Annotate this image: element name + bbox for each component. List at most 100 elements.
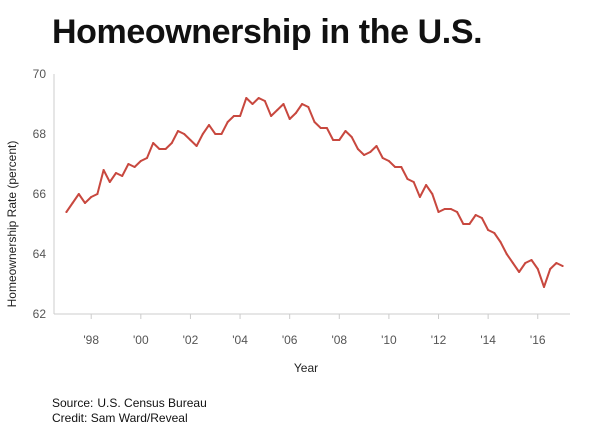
credit-line: Credit: Sam Ward/Reveal <box>52 411 207 426</box>
data-point <box>499 241 502 243</box>
x-tick-label: '98 <box>83 333 99 347</box>
data-point <box>505 253 508 255</box>
data-point <box>530 259 533 261</box>
data-point <box>133 166 136 168</box>
source-label: Source: <box>52 396 94 410</box>
data-point <box>363 154 366 156</box>
data-point <box>139 160 142 162</box>
data-point <box>170 142 173 144</box>
data-point <box>239 115 242 117</box>
data-point <box>356 148 359 150</box>
y-tick-label: 70 <box>33 67 47 81</box>
data-point <box>431 193 434 195</box>
data-point <box>127 163 130 165</box>
data-point <box>294 112 297 114</box>
series-line-homeownership-rate <box>65 97 564 288</box>
data-point <box>102 169 105 171</box>
x-tick-label: '08 <box>331 333 347 347</box>
data-point <box>350 136 353 138</box>
data-point <box>375 145 378 147</box>
data-point <box>121 175 124 177</box>
y-tick-label: 68 <box>33 127 47 141</box>
data-point <box>164 148 167 150</box>
data-point <box>437 211 440 213</box>
data-point <box>301 103 304 105</box>
data-point <box>108 181 111 183</box>
x-axis-ticks: '98 '00 '02 '04 '06 '08 '10 '12 '14 '16 <box>83 314 546 347</box>
data-point <box>189 139 192 141</box>
data-point <box>474 214 477 216</box>
data-point <box>183 133 186 135</box>
chart-title: Homeownership in the U.S. <box>52 13 483 51</box>
data-point <box>462 223 465 225</box>
data-point <box>487 229 490 231</box>
x-tick-label: '02 <box>183 333 199 347</box>
data-point <box>201 133 204 135</box>
data-point <box>449 208 452 210</box>
data-point <box>369 151 372 153</box>
y-tick-label: 62 <box>33 307 47 321</box>
data-point <box>555 262 558 264</box>
footer: Source: U.S. Census Bureau Credit: Sam Wa… <box>52 396 207 426</box>
data-point <box>425 184 428 186</box>
data-point <box>220 133 223 135</box>
data-point <box>245 97 248 99</box>
data-point <box>400 166 403 168</box>
data-point <box>146 157 148 159</box>
data-point <box>406 178 409 180</box>
credit-label: Credit: <box>52 411 88 425</box>
data-point <box>232 115 235 117</box>
x-tick-label: '16 <box>530 333 546 347</box>
data-point <box>325 127 328 129</box>
data-point <box>251 103 254 105</box>
data-points <box>65 97 564 288</box>
y-axis-label: Homeownership Rate (percent) <box>5 141 19 308</box>
data-point <box>84 202 86 204</box>
x-tick-label: '12 <box>431 333 447 347</box>
data-point <box>65 211 68 213</box>
data-point <box>511 262 514 264</box>
data-point <box>524 262 527 264</box>
data-point <box>468 223 471 225</box>
data-point <box>518 271 521 273</box>
data-point <box>536 268 539 270</box>
y-tick-label: 64 <box>33 247 47 261</box>
data-point <box>543 286 545 288</box>
data-point <box>394 166 397 168</box>
data-point <box>443 208 446 210</box>
data-point <box>381 157 384 159</box>
credit-text: Sam Ward/Reveal <box>90 411 188 425</box>
data-point <box>71 202 74 204</box>
data-point <box>332 139 335 141</box>
data-point <box>195 145 198 147</box>
x-tick-label: '14 <box>480 333 496 347</box>
data-point <box>158 148 161 150</box>
data-point <box>115 172 117 174</box>
data-point <box>412 181 415 183</box>
x-axis-label: Year <box>294 361 318 375</box>
y-axis-ticks: 62 64 66 68 70 <box>33 67 47 321</box>
data-point <box>344 130 347 132</box>
data-point <box>418 196 421 198</box>
x-tick-label: '04 <box>232 333 248 347</box>
data-point <box>270 115 273 117</box>
data-point <box>226 121 229 123</box>
data-point <box>493 232 496 234</box>
x-tick-label: '06 <box>282 333 298 347</box>
x-tick-label: '10 <box>381 333 397 347</box>
data-point <box>282 103 285 105</box>
data-point <box>288 118 291 120</box>
data-point <box>257 97 260 99</box>
x-tick-label: '00 <box>133 333 149 347</box>
data-point <box>313 121 316 123</box>
data-point <box>77 193 80 195</box>
data-point <box>480 217 483 219</box>
data-point <box>561 265 564 267</box>
data-point <box>214 133 217 135</box>
data-point <box>338 139 341 141</box>
data-point <box>456 211 459 213</box>
y-tick-label: 66 <box>33 187 47 201</box>
data-point <box>152 142 155 144</box>
data-point <box>319 127 322 129</box>
data-point <box>263 100 266 102</box>
